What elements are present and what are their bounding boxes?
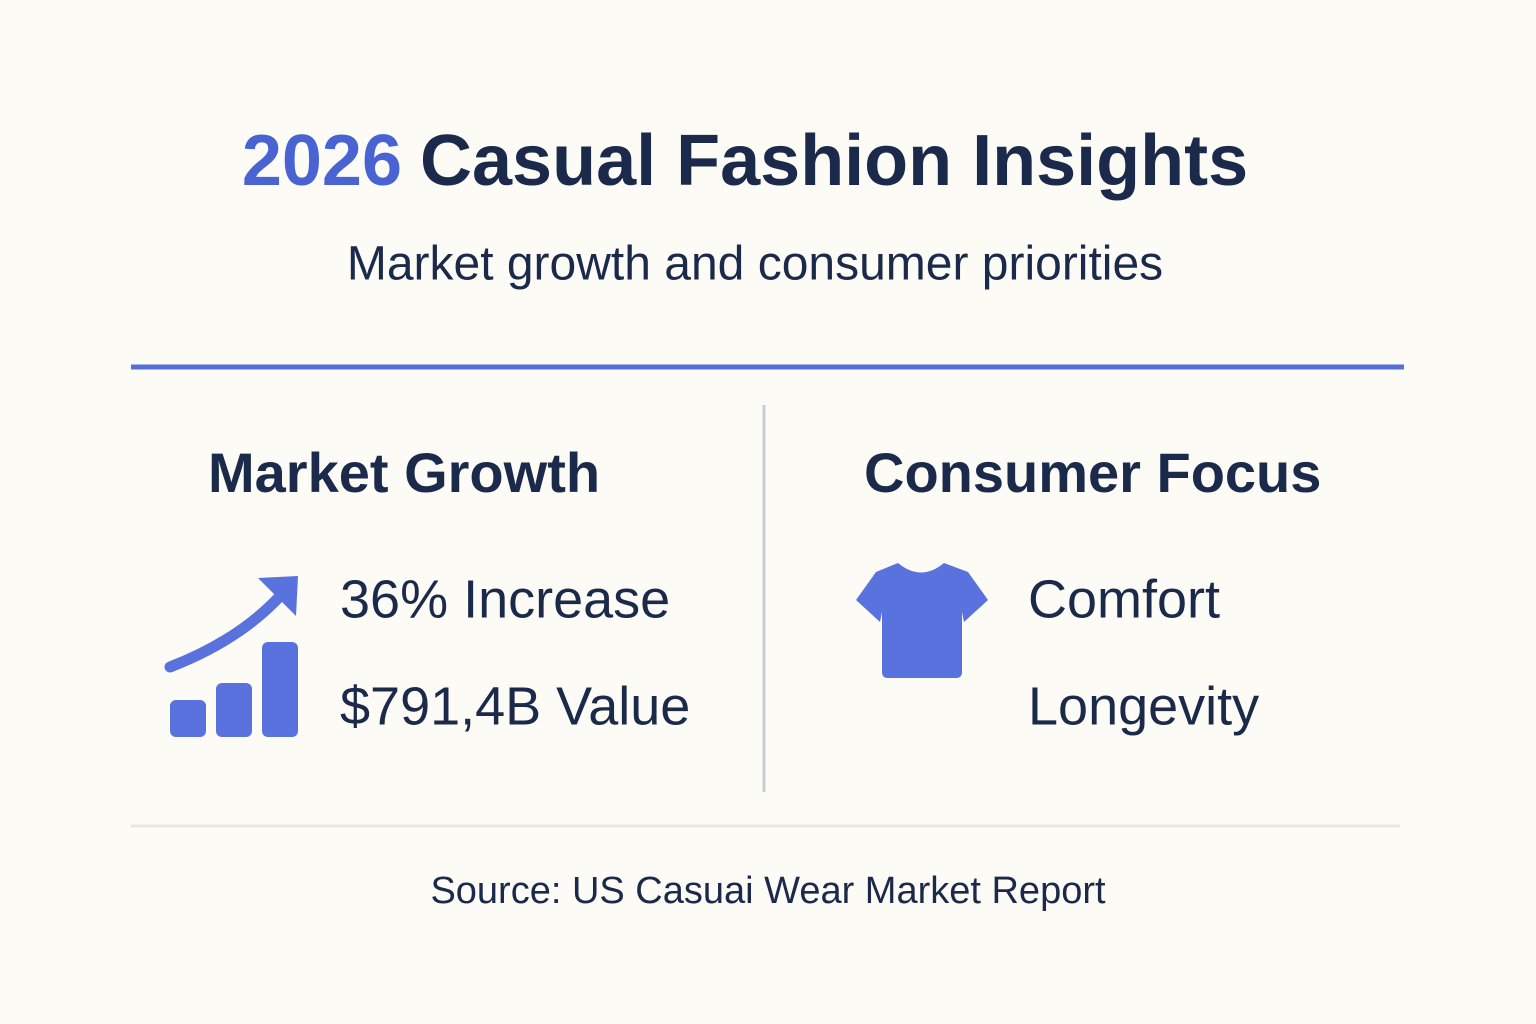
subtitle: Market growth and consumer priorities [347, 238, 1163, 291]
icon-arrow [164, 588, 288, 673]
focus-item: Comfort [1028, 569, 1220, 629]
title: 2026 Casual Fashion Insights [242, 121, 1248, 201]
title-text: Casual Fashion Insights [420, 121, 1248, 201]
section-heading: Consumer Focus [864, 441, 1321, 504]
icon-bar [262, 642, 298, 737]
section-heading: Market Growth [208, 441, 600, 504]
stat-item: $791,4B Value [340, 676, 690, 736]
icon-bar [216, 683, 252, 737]
growth-icon [164, 576, 298, 737]
title-year: 2026 [242, 121, 402, 201]
focus-item: Longevity [1028, 676, 1259, 736]
source: Source: US Casuai Wear Market Report [430, 870, 1106, 912]
shirt-icon [856, 563, 988, 678]
icon-arrowhead [258, 576, 298, 616]
icon-bar [170, 700, 206, 737]
stat-item: 36% Increase [340, 569, 670, 629]
